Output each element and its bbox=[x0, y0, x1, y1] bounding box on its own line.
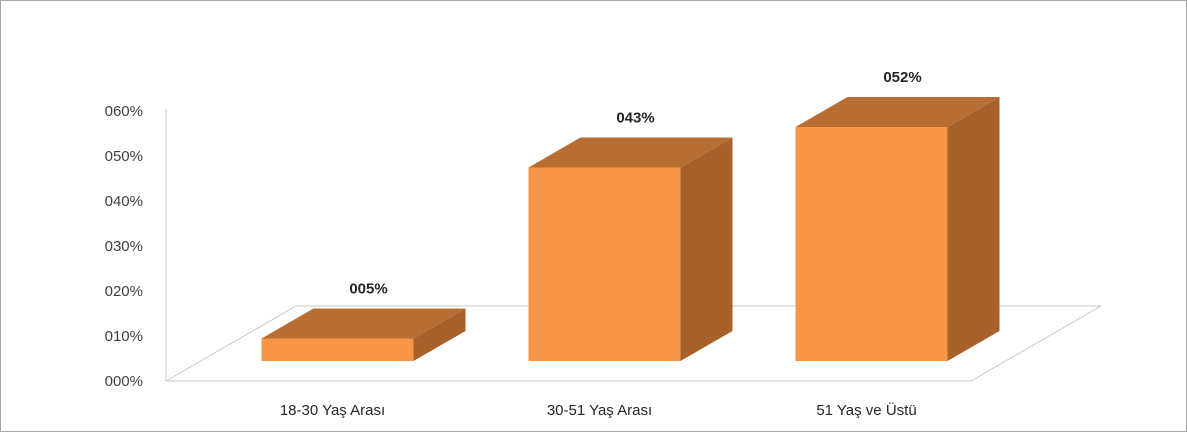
y-tick-label: 060% bbox=[105, 103, 143, 120]
data-label: 005% bbox=[349, 281, 387, 298]
bar-front bbox=[528, 167, 681, 361]
axis-outline bbox=[165, 109, 1102, 382]
bar-top bbox=[795, 97, 1000, 127]
bar-side bbox=[413, 308, 466, 361]
bar-side bbox=[947, 97, 1000, 361]
y-tick-label: 010% bbox=[105, 328, 143, 345]
bar-front bbox=[261, 338, 414, 361]
data-label: 052% bbox=[883, 69, 921, 86]
x-tick-label: 30-51 Yaş Arası bbox=[547, 402, 652, 419]
y-tick-label: 040% bbox=[105, 193, 143, 210]
bar-top bbox=[528, 137, 733, 168]
bar-front bbox=[795, 127, 948, 361]
x-tick-label: 18-30 Yaş Arası bbox=[280, 402, 385, 419]
bar-top bbox=[261, 308, 466, 339]
data-label: 043% bbox=[616, 110, 654, 127]
y-tick-label: 030% bbox=[105, 238, 143, 255]
x-tick-label: 51 Yaş ve Üstü bbox=[816, 401, 916, 419]
y-tick-label: 050% bbox=[105, 148, 143, 165]
bar-side bbox=[680, 137, 733, 361]
y-tick-label: 020% bbox=[105, 283, 143, 300]
y-tick-label: 000% bbox=[105, 373, 143, 390]
